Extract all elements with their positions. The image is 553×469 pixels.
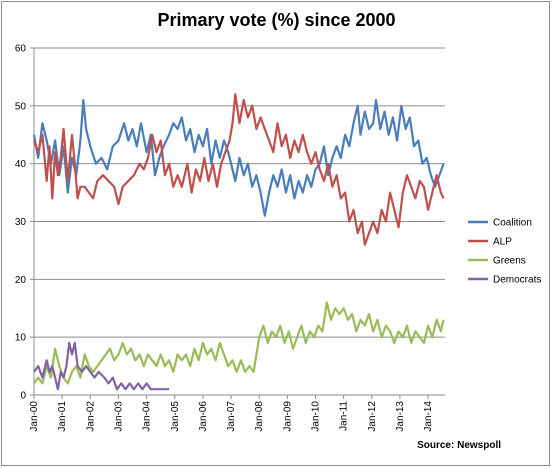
x-tick-label: Jan-03 bbox=[113, 401, 124, 432]
series-line-greens bbox=[33, 301, 445, 385]
x-tick-label: Jan-05 bbox=[170, 401, 181, 432]
x-axis: Jan-00 Jan-01 Jan-02 Jan-03 Jan-04 Jan-05 Jan-… bbox=[29, 394, 445, 432]
source-note: Source: Newspoll bbox=[417, 440, 501, 451]
x-tick-label: Jan-13 bbox=[395, 401, 406, 432]
legend-label: ALP bbox=[493, 237, 512, 248]
x-tick-label: Jan-09 bbox=[282, 401, 293, 432]
y-tick-label: 20 bbox=[15, 275, 27, 286]
x-tick-label: Jan-02 bbox=[85, 401, 96, 432]
x-tick-label: Jan-12 bbox=[367, 401, 378, 432]
y-tick-label: 10 bbox=[15, 333, 27, 344]
x-tick-label: Jan-00 bbox=[29, 401, 40, 432]
gridlines bbox=[34, 47, 445, 338]
chart-title: Primary vote (%) since 2000 bbox=[157, 10, 396, 30]
series-line-democrats bbox=[33, 341, 170, 391]
y-tick-label: 40 bbox=[15, 159, 27, 170]
y-axis: 0 10 20 30 40 50 60 bbox=[15, 44, 35, 402]
x-tick-label: Jan-06 bbox=[198, 401, 209, 432]
x-tick-label: Jan-04 bbox=[142, 401, 153, 432]
series-line-coalition bbox=[32, 99, 445, 217]
x-tick-label: Jan-11 bbox=[339, 401, 350, 431]
x-tick-label: Jan-08 bbox=[254, 401, 265, 432]
legend: Coalition ALP Greens Democrats bbox=[468, 218, 541, 286]
x-tick-label: Jan-01 bbox=[57, 401, 68, 432]
x-tick-label: Jan-10 bbox=[311, 401, 322, 432]
x-tick-label: Jan-07 bbox=[226, 401, 237, 432]
legend-label: Democrats bbox=[493, 275, 541, 286]
y-tick-label: 30 bbox=[15, 217, 27, 228]
y-tick-label: 60 bbox=[15, 44, 27, 55]
series-lines bbox=[32, 93, 445, 391]
legend-label: Coalition bbox=[493, 218, 532, 229]
y-tick-label: 0 bbox=[20, 391, 26, 402]
y-tick-label: 50 bbox=[15, 101, 27, 112]
x-tick-label: Jan-14 bbox=[423, 401, 434, 432]
series-line-alp bbox=[32, 93, 445, 246]
legend-label: Greens bbox=[493, 256, 526, 267]
